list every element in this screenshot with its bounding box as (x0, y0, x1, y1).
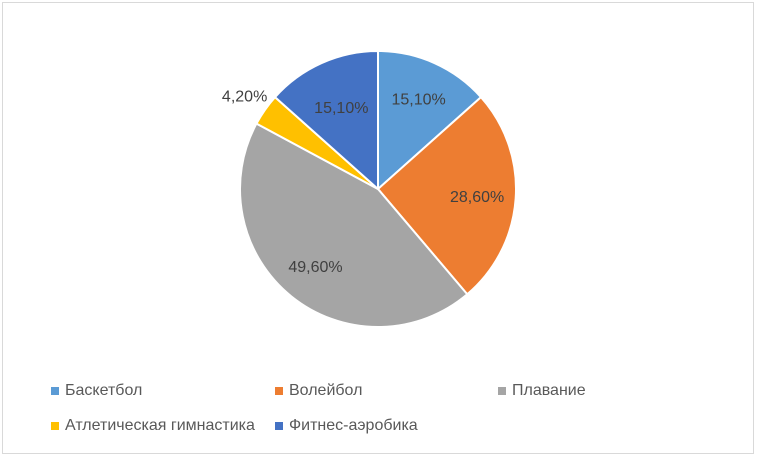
data-label-swimming: 49,60% (288, 259, 342, 276)
data-label-volleyball: 28,60% (450, 189, 504, 206)
pie-slice-volleyball (376, 95, 517, 296)
pie-slice-basketball (377, 49, 483, 192)
pie-slice-swimming (239, 122, 469, 328)
data-label-fitness-aerobics: 15,10% (314, 100, 368, 117)
data-label-athletic-gymnastics: 4,20% (222, 89, 267, 106)
data-label-basketball: 15,10% (391, 91, 445, 108)
pie-slice-fitness-aerobics (273, 49, 379, 192)
